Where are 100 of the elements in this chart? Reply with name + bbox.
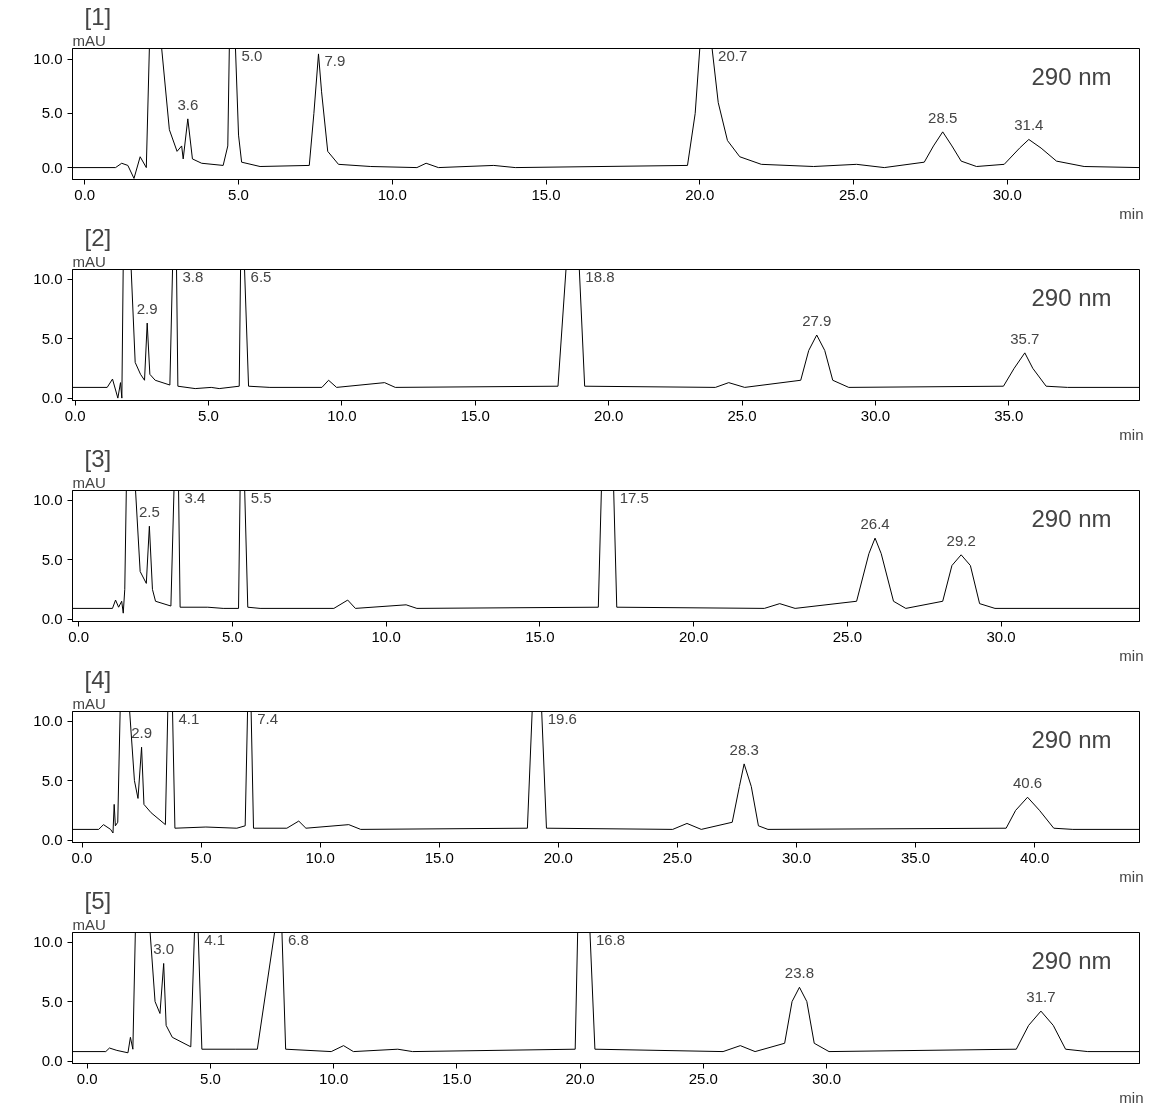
annotation: 3.4 [184,488,206,506]
x-tick-label: 5.0 [228,185,249,203]
x-tick-label: 10.0 [327,406,357,424]
x-tick-label: 25.0 [688,1069,718,1087]
y-tick-label: 5.0 [41,329,63,347]
y-axis-title: mAU [72,31,106,49]
x-tick-label: 5.0 [190,848,212,866]
y-tick-label: 0.0 [41,158,63,176]
x-tick-label: 20.0 [565,1069,595,1087]
x-axis-title: min [1119,204,1144,222]
annotation: 17.5 [619,488,649,506]
y-axis-title: mAU [72,694,106,712]
annotation: 31.7 [1026,988,1056,1006]
x-tick-label: 20.0 [594,406,624,424]
chart-title: [5] [84,886,112,914]
x-tick-label: 25.0 [838,185,869,203]
x-axis-title: min [1119,425,1144,443]
line-series [72,269,1140,399]
x-tick-label: 5.0 [221,627,243,645]
annotation: 7.4 [257,709,278,727]
x-tick-label: 0.0 [74,185,96,203]
annotation: 28.3 [729,740,759,758]
annotation: 4.1 [204,930,226,948]
y-tick-label: 0.0 [41,610,63,628]
y-tick-label: 5.0 [41,771,63,789]
annotation: 26.4 [860,515,890,533]
annotation: 16.8 [595,930,626,948]
x-tick-label: 0.0 [64,406,86,424]
x-tick-label: 0.0 [76,1069,98,1087]
x-tick-label: 15.0 [531,185,561,203]
y-tick-label: 5.0 [41,104,63,122]
annotation: 2.5 [138,503,160,521]
y-tick-label: 5.0 [41,550,63,568]
annotation: 3.6 [177,95,199,113]
x-tick-label: 5.0 [198,406,219,424]
x-tick-label: 30.0 [811,1069,842,1087]
x-axis-title: min [1119,1088,1144,1106]
x-tick-label: 15.0 [424,848,454,866]
annotation: 3.0 [153,940,175,958]
x-axis-title: min [1119,646,1144,664]
x-tick-label: 10.0 [319,1069,349,1087]
x-tick-label: 25.0 [727,406,757,424]
x-tick-label: 15.0 [460,406,490,424]
y-tick-label: 5.0 [41,992,63,1010]
annotation: 28.5 [928,108,958,126]
x-tick-label: 10.0 [305,848,335,866]
chart-title: [4] [84,665,112,693]
x-tick-label: 35.0 [901,848,931,866]
y-tick-label: 10.0 [33,491,63,509]
annotation: 290 nm [1031,946,1112,974]
x-tick-label: 30.0 [860,406,891,424]
x-tick-label: 40.0 [1020,848,1050,866]
annotation: 18.8 [585,267,615,285]
x-tick-label: 10.0 [377,185,407,203]
chart-title: [1] [84,2,112,30]
x-tick-label: 20.0 [543,848,573,866]
annotation: 20.7 [718,46,748,64]
y-tick-label: 0.0 [41,831,63,849]
x-tick-label: 25.0 [832,627,862,645]
annotation: 6.5 [250,267,272,285]
annotation: 290 nm [1031,283,1112,311]
annotation: 5.5 [250,488,272,506]
annotation: 31.4 [1014,116,1044,134]
annotation: 40.6 [1012,774,1043,792]
annotation: 27.9 [802,312,832,329]
annotation: 29.2 [946,531,976,549]
annotation: 19.6 [547,709,577,727]
x-tick-label: 15.0 [442,1069,472,1087]
y-axis-title: mAU [72,915,106,933]
x-tick-label: 0.0 [71,848,93,866]
annotation: 2.9 [131,724,152,742]
x-axis-title: min [1119,867,1144,885]
y-tick-label: 0.0 [41,389,63,407]
x-tick-label: 25.0 [662,848,693,866]
y-axis-title: mAU [72,252,106,270]
chart-title: [3] [84,444,112,472]
annotation: 23.8 [784,964,815,982]
chart-title: [2] [84,223,112,251]
y-tick-label: 10.0 [33,712,63,730]
y-tick-label: 10.0 [33,50,63,68]
annotation: 290 nm [1031,504,1112,532]
annotation: 4.1 [178,709,200,727]
x-tick-label: 0.0 [68,627,90,645]
x-tick-label: 35.0 [994,406,1024,424]
y-axis-title: mAU [72,473,106,491]
x-tick-label: 10.0 [371,627,401,645]
annotation: 7.9 [324,51,346,69]
x-tick-label: 20.0 [685,185,715,203]
annotation: 290 nm [1031,62,1112,90]
annotation: 5.0 [241,46,263,64]
x-tick-label: 30.0 [781,848,812,866]
x-tick-label: 30.0 [986,627,1016,645]
annotation: 2.9 [136,300,158,318]
y-tick-label: 10.0 [33,933,63,951]
annotation: 3.8 [182,267,204,285]
x-tick-label: 5.0 [200,1069,221,1087]
annotation: 290 nm [1031,725,1112,753]
y-tick-label: 0.0 [41,1052,63,1070]
annotation: 6.8 [287,930,309,948]
x-tick-label: 30.0 [992,185,1022,203]
